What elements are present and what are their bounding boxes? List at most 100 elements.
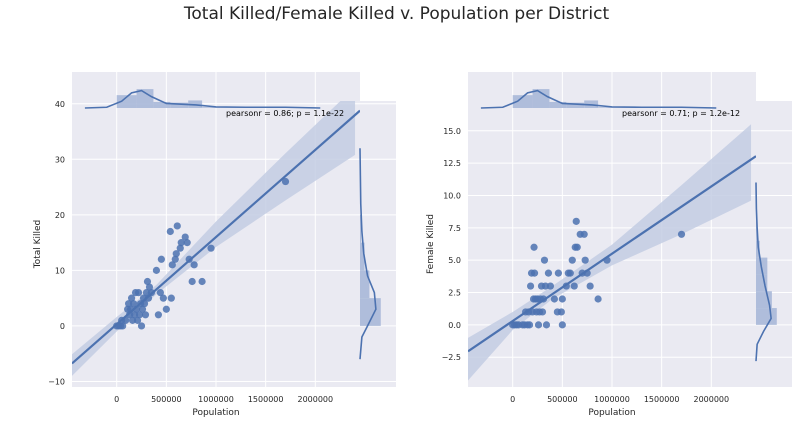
data-point — [157, 255, 165, 263]
y-tick-label: 7.5 — [448, 224, 461, 233]
top-histogram-bar — [170, 102, 189, 108]
data-point — [168, 261, 176, 269]
data-point — [568, 256, 576, 264]
data-point — [566, 269, 574, 277]
data-point — [159, 294, 167, 302]
right-histogram-bar — [360, 214, 362, 243]
data-point — [171, 255, 179, 263]
top-histogram-bar — [136, 89, 154, 108]
data-point — [558, 295, 566, 303]
top-kde-curve — [84, 89, 321, 109]
data-point — [570, 282, 578, 290]
data-point — [162, 305, 170, 313]
data-point — [134, 288, 143, 297]
data-point — [127, 294, 136, 302]
right-kde-curve — [755, 182, 772, 362]
data-point — [137, 322, 146, 330]
x-tick-label: 2000000 — [297, 395, 333, 404]
data-point — [526, 282, 535, 290]
data-point — [154, 311, 162, 319]
top-histogram-bar — [532, 89, 550, 108]
y-tick-label: 0.0 — [448, 321, 461, 330]
x-tick-label: 2000000 — [693, 395, 729, 404]
data-point — [119, 322, 127, 330]
data-point — [558, 321, 566, 329]
data-point — [166, 227, 174, 236]
data-point — [188, 277, 196, 286]
right-histogram-bar — [756, 274, 768, 292]
data-point — [580, 230, 588, 238]
top-histogram-bar — [116, 95, 137, 108]
data-point — [594, 295, 602, 303]
data-point — [133, 316, 142, 324]
right-histogram-bar — [360, 242, 365, 271]
data-point — [125, 300, 133, 308]
data-point — [128, 316, 137, 324]
data-point — [677, 230, 686, 238]
data-point — [142, 288, 151, 297]
data-point — [177, 239, 185, 247]
data-point — [586, 282, 594, 290]
right-marginal-background — [756, 101, 792, 387]
data-point — [525, 321, 534, 329]
data-point — [138, 305, 147, 313]
data-point — [173, 222, 181, 230]
female-killed-jointplot: pearsonr = 0.71; p = 1.2e-12 0 500000 10000… — [426, 72, 792, 418]
data-point — [542, 321, 551, 329]
data-point — [546, 282, 555, 290]
regression-line — [468, 155, 756, 353]
pearson-annotation: pearsonr = 0.86; p = 1.1e-22 — [226, 109, 344, 118]
data-point — [544, 269, 553, 277]
x-tick-label: 0 — [114, 395, 119, 404]
data-point — [145, 283, 154, 291]
y-tick-label: 20 — [55, 211, 65, 220]
total-killed-jointplot: pearsonr = 0.86; p = 1.1e-22 0 500000 10000… — [33, 72, 396, 418]
data-point — [554, 269, 562, 277]
y-tick-label: 30 — [55, 155, 65, 164]
regression-line — [72, 109, 360, 365]
data-point — [183, 239, 191, 247]
data-point — [152, 266, 161, 274]
data-point — [573, 243, 581, 251]
y-axis-label: Total Killed — [33, 220, 43, 270]
data-point — [530, 243, 538, 251]
x-tick-label: 1500000 — [644, 395, 680, 404]
data-point — [581, 256, 589, 264]
data-point — [190, 261, 198, 269]
right-kde-curve — [359, 148, 377, 360]
x-axis-label: Population — [588, 408, 635, 418]
data-point — [572, 217, 580, 225]
y-tick-label: 15.0 — [443, 127, 461, 136]
data-point — [141, 311, 150, 319]
data-point — [541, 282, 550, 290]
data-point — [198, 277, 206, 286]
y-tick-label: 40 — [55, 100, 65, 109]
top-histogram-bar — [512, 95, 533, 108]
y-axis-label: Female Killed — [426, 214, 436, 274]
y-tick-label: −10 — [48, 377, 65, 386]
y-tick-label: 0 — [60, 322, 65, 331]
y-tick-label: 10 — [55, 266, 65, 275]
data-point — [172, 250, 180, 258]
data-point — [167, 294, 175, 302]
data-point — [557, 308, 565, 316]
top-histogram-bar — [153, 101, 171, 108]
data-point — [156, 288, 164, 297]
top-histogram-bar — [549, 101, 567, 108]
x-tick-label: 1000000 — [198, 395, 234, 404]
data-point — [540, 256, 549, 264]
y-tick-label: 5.0 — [448, 256, 461, 265]
right-histogram-bar — [360, 270, 370, 299]
x-tick-label: 1500000 — [248, 395, 284, 404]
data-point — [126, 311, 134, 319]
right-marginal-background — [360, 101, 396, 387]
x-axis-label: Population — [192, 408, 239, 418]
data-point — [135, 311, 144, 319]
y-tick-label: 10.0 — [443, 191, 461, 200]
data-point — [281, 177, 290, 186]
data-point — [207, 244, 215, 252]
top-kde-curve — [480, 89, 717, 109]
figure-title: Total Killed/Female Killed v. Population… — [183, 4, 610, 24]
data-point — [130, 311, 139, 319]
